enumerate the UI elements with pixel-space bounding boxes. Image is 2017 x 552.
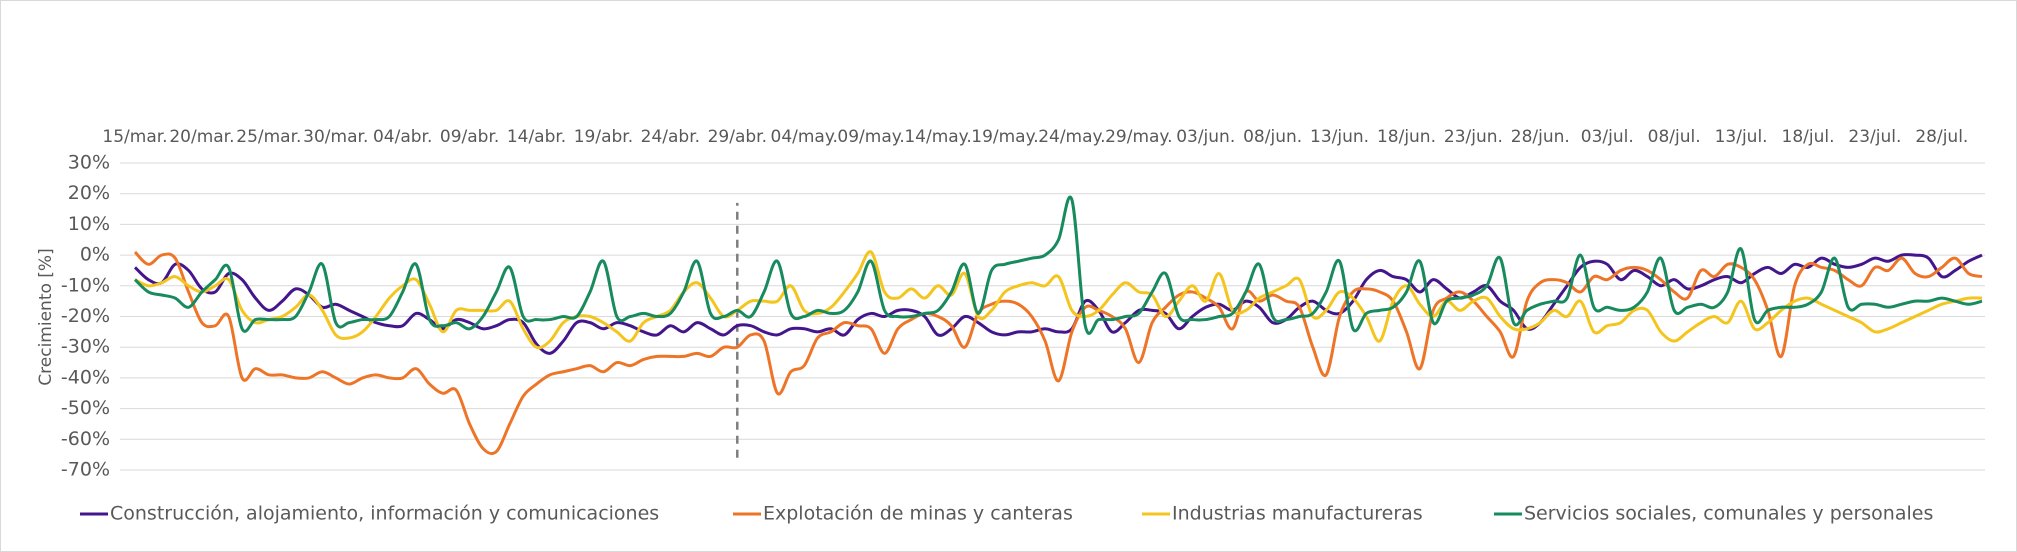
x-tick-label: 24/may. — [1038, 127, 1105, 147]
y-tick-label: -20% — [61, 305, 110, 327]
series-line — [133, 250, 1983, 456]
legend-label: Construcción, alojamiento, información y… — [110, 503, 659, 525]
x-tick-label: 14/abr. — [507, 127, 566, 147]
x-tick-label: 24/abr. — [641, 127, 700, 147]
x-tick-label: 03/jul. — [1581, 127, 1634, 147]
x-tick-label: 09/abr. — [440, 127, 499, 147]
x-tick-label: 04/abr. — [373, 127, 432, 147]
x-tick-label: 15/mar. — [102, 127, 167, 147]
x-tick-label: 19/may. — [971, 127, 1038, 147]
legend-label: Explotación de minas y canteras — [763, 503, 1073, 525]
x-tick-label: 25/mar. — [236, 127, 301, 147]
x-tick-label: 14/may. — [904, 127, 971, 147]
x-tick-label: 13/jul. — [1715, 127, 1768, 147]
y-tick-label: -30% — [61, 336, 110, 358]
y-tick-label: -60% — [61, 428, 110, 450]
y-tick-label: -40% — [61, 366, 110, 388]
x-tick-label: 03/jun. — [1176, 127, 1235, 147]
x-tick-label: 13/jun. — [1310, 127, 1369, 147]
x-tick-label: 28/jul. — [1915, 127, 1968, 147]
x-tick-label: 08/jun. — [1243, 127, 1302, 147]
series-line — [134, 250, 1983, 350]
y-tick-label: 20% — [68, 182, 110, 204]
y-axis-label: Crecimiento [%] — [36, 248, 56, 385]
legend-label: Servicios sociales, comunales y personal… — [1524, 503, 1933, 525]
x-tick-label: 09/may. — [837, 127, 904, 147]
x-tick-label: 29/may. — [1105, 127, 1172, 147]
x-tick-label: 30/mar. — [303, 127, 368, 147]
series-line — [133, 253, 1983, 355]
x-tick-label: 20/mar. — [169, 127, 234, 147]
x-tick-label: 08/jul. — [1648, 127, 1701, 147]
y-tick-label: 10% — [68, 213, 110, 235]
x-tick-label: 28/jun. — [1511, 127, 1570, 147]
y-tick-label: 0% — [80, 244, 110, 266]
y-tick-label: -70% — [61, 459, 110, 481]
x-tick-label: 04/may. — [771, 127, 838, 147]
y-tick-label: -50% — [61, 397, 110, 419]
x-tick-label: 18/jun. — [1377, 127, 1436, 147]
series-line — [133, 195, 1983, 335]
x-tick-label: 29/abr. — [708, 127, 767, 147]
x-tick-label: 19/abr. — [574, 127, 633, 147]
x-tick-label: 18/jul. — [1782, 127, 1835, 147]
x-tick-label: 23/jul. — [1848, 127, 1901, 147]
legend-label: Industrias manufactureras — [1172, 503, 1423, 525]
y-tick-label: -10% — [61, 274, 110, 296]
y-tick-label: 30% — [68, 152, 110, 174]
x-tick-label: 23/jun. — [1444, 127, 1503, 147]
